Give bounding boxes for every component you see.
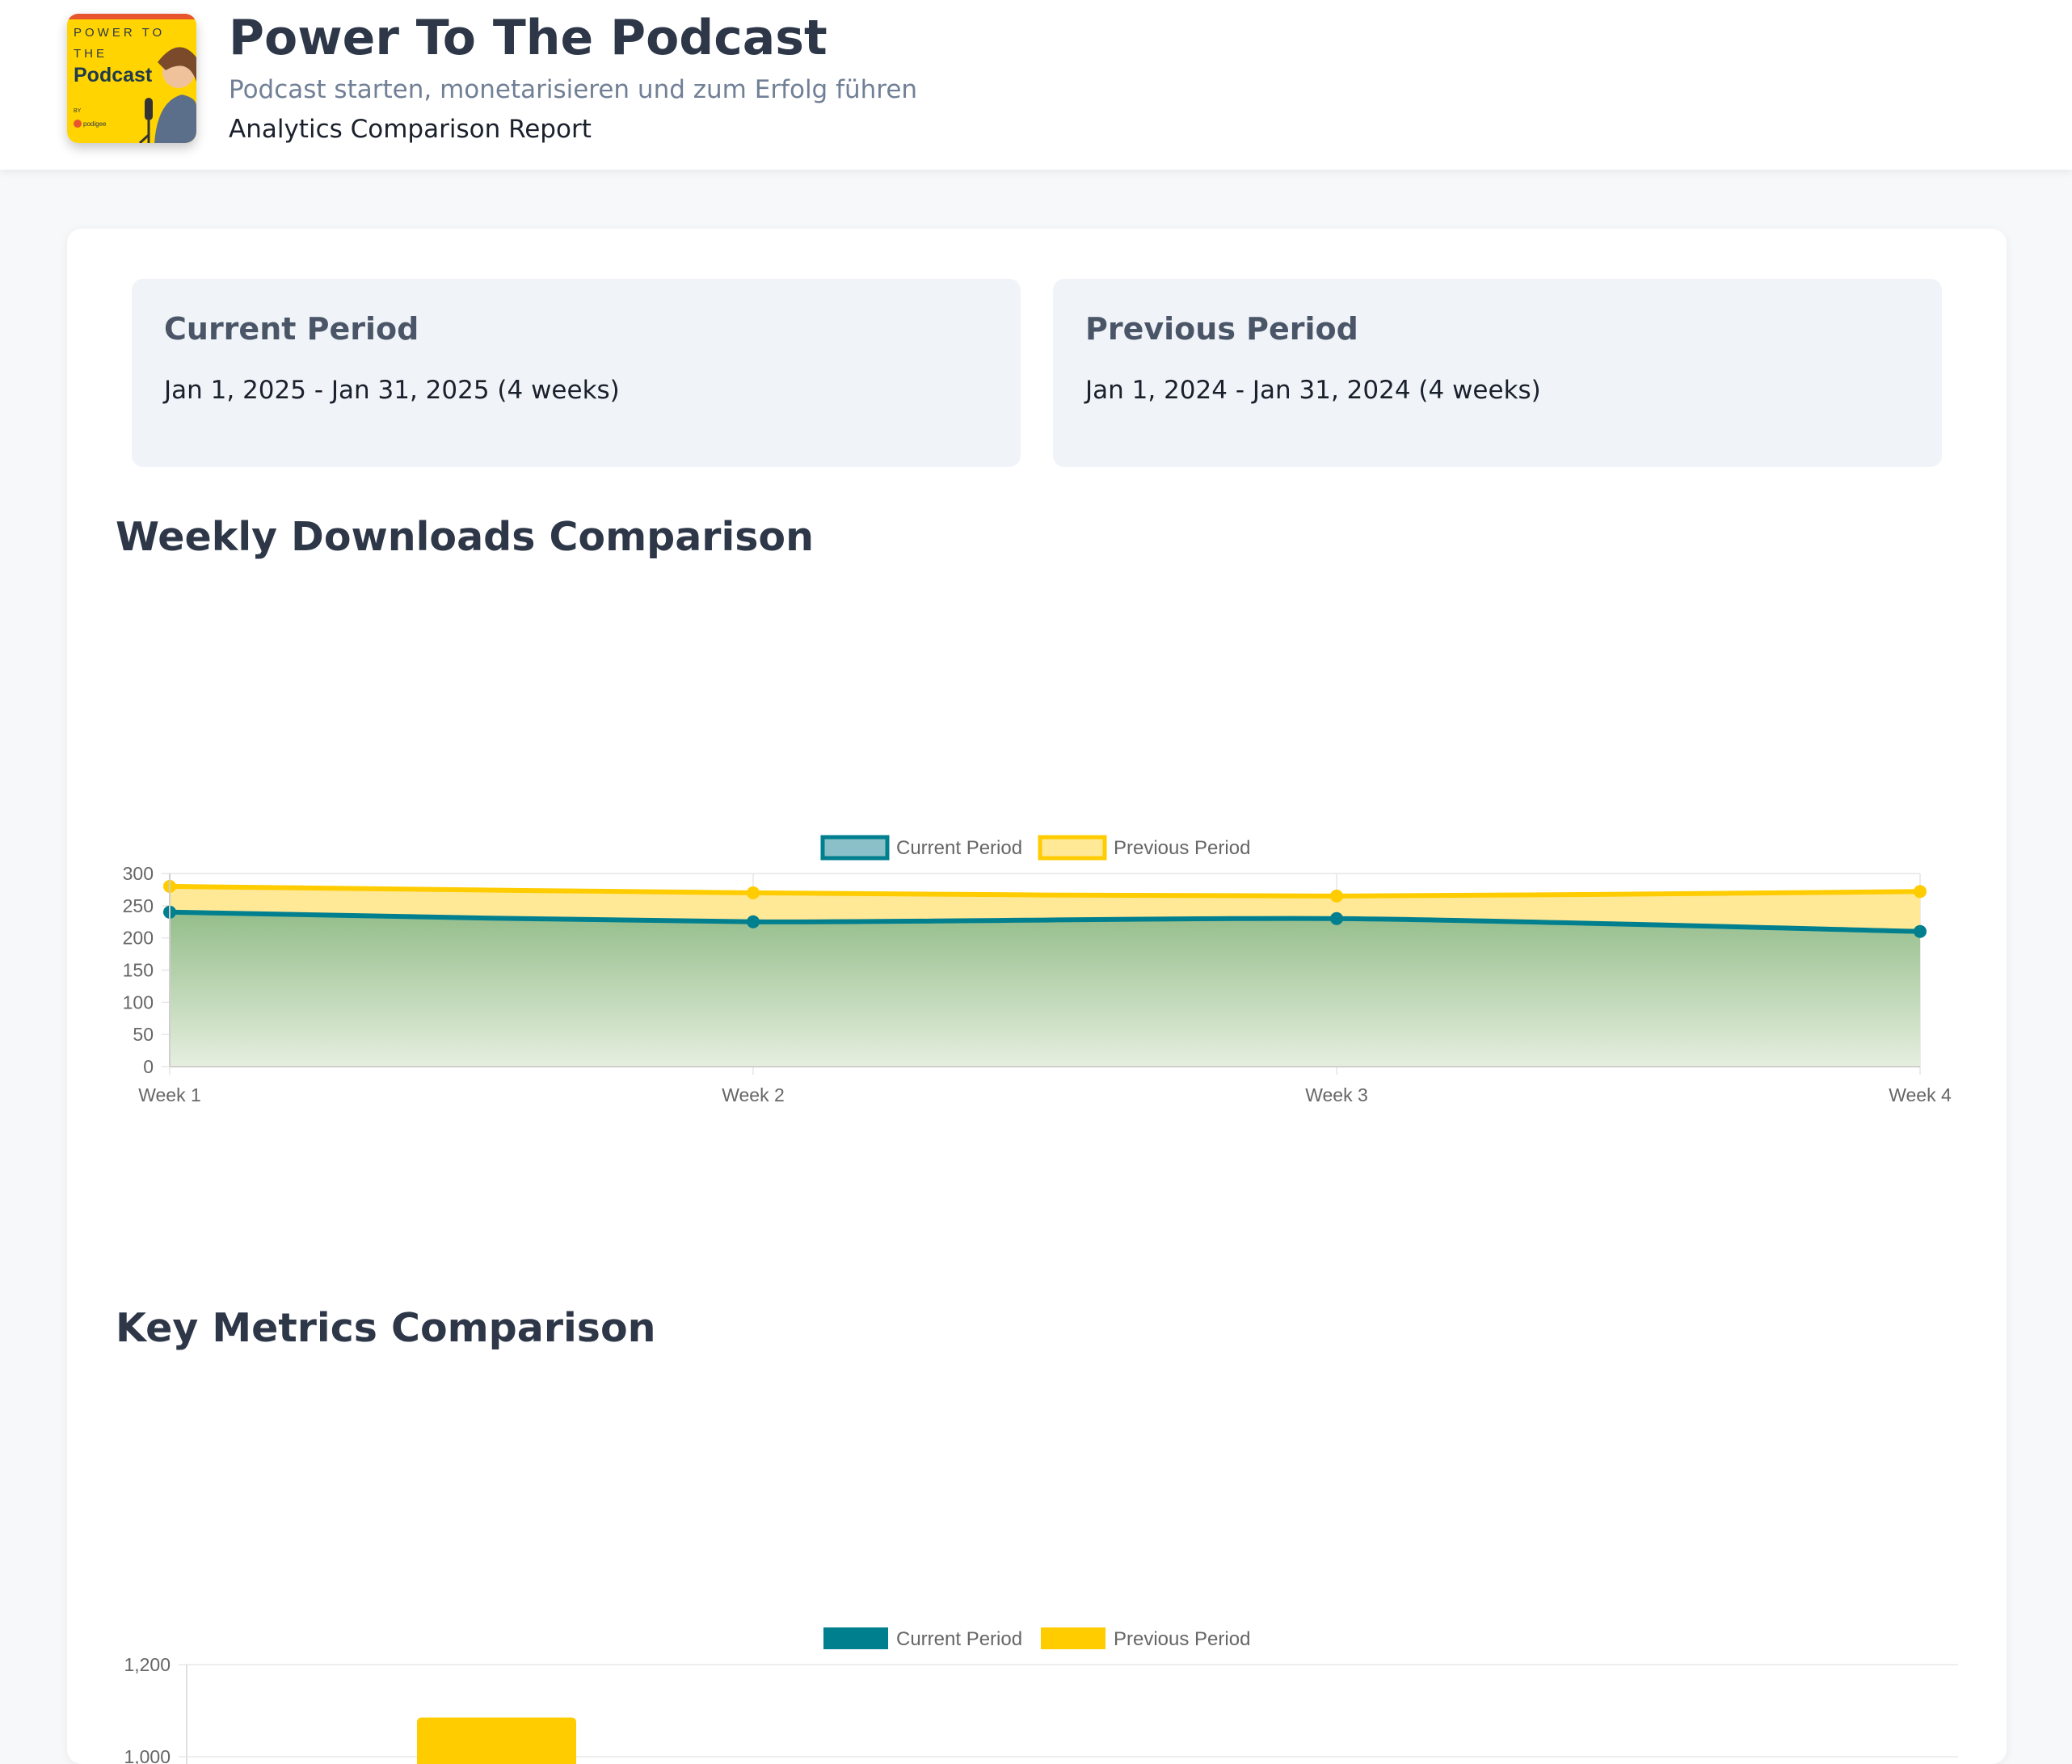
previous-period-title: Previous Period (1085, 311, 1358, 347)
current-period-point[interactable] (747, 915, 760, 928)
bar-legend-label-current[interactable]: Current Period (896, 1628, 1022, 1650)
logo-line2: THE (74, 47, 107, 61)
logo-by: BY (74, 108, 82, 114)
key-metrics-title: Key Metrics Comparison (116, 1305, 656, 1351)
legend-label-previous[interactable]: Previous Period (1114, 837, 1250, 859)
x-tick-label: Week 2 (722, 1084, 785, 1105)
podcast-title: Power To The Podcast (229, 10, 828, 66)
x-tick-label: Week 3 (1305, 1084, 1368, 1105)
previous-period-point[interactable] (1330, 889, 1343, 903)
current-period-range: Jan 1, 2025 - Jan 31, 2025 (4 weeks) (164, 376, 620, 405)
weekly-downloads-chart: Current Period Previous Period 0 50 100 150… (123, 835, 1952, 1105)
current-period-box: Current Period Jan 1, 2025 - Jan 31, 202… (132, 279, 1021, 467)
y-tick-label: 300 (123, 863, 154, 884)
podcast-logo: POWER TO THE Podcast BY podigee (67, 14, 196, 143)
y-tick-label: 100 (123, 991, 154, 1013)
legend-swatch-previous[interactable] (1038, 835, 1107, 861)
report-card: Current Period Jan 1, 2025 - Jan 31, 202… (67, 229, 2007, 1764)
bar-y-tick-label: 1,000 (124, 1746, 171, 1764)
logo-brand: podigee (83, 120, 107, 128)
chart-legend: Current Period Previous Period (820, 835, 1250, 861)
y-tick-label: 0 (143, 1056, 154, 1077)
podcast-subtitle: Podcast starten, monetarisieren und zum … (229, 75, 918, 104)
current-period-point[interactable] (1330, 911, 1343, 925)
previous-period-bar[interactable] (417, 1717, 576, 1764)
weekly-downloads-title: Weekly Downloads Comparison (116, 514, 814, 560)
previous-period-line (169, 883, 1921, 899)
logo-line3: Podcast (74, 64, 153, 86)
bar-legend-label-previous[interactable]: Previous Period (1114, 1628, 1250, 1650)
y-tick-label: 150 (123, 960, 154, 981)
legend-swatch-current[interactable] (820, 835, 890, 861)
previous-period-range: Jan 1, 2024 - Jan 31, 2024 (4 weeks) (1085, 376, 1541, 405)
current-period-title: Current Period (164, 311, 419, 347)
previous-period-point[interactable] (1914, 885, 1927, 899)
y-tick-label: 50 (133, 1024, 154, 1045)
bar-chart-legend: Current Period Previous Period (823, 1627, 1250, 1650)
bar-legend-swatch-current[interactable] (823, 1627, 888, 1649)
legend-label-current[interactable]: Current Period (896, 837, 1022, 859)
logo-line1: POWER TO (74, 26, 165, 40)
x-tick-label: Week 4 (1889, 1084, 1952, 1105)
header: POWER TO THE Podcast BY podigee Power To… (0, 0, 2072, 170)
current-period-line (169, 909, 1921, 934)
previous-period-box: Previous Period Jan 1, 2024 - Jan 31, 20… (1053, 279, 1942, 467)
bar-legend-swatch-previous[interactable] (1041, 1627, 1105, 1649)
y-tick-label: 200 (123, 928, 154, 949)
current-period-point[interactable] (1914, 924, 1927, 938)
previous-period-point[interactable] (747, 886, 760, 899)
y-tick-label: 250 (123, 895, 154, 916)
current-period-area (170, 911, 1920, 1067)
podcast-cover-image: POWER TO THE Podcast BY podigee (67, 14, 196, 143)
bar-y-tick-label: 1,200 (124, 1654, 171, 1675)
x-tick-label: Week 1 (138, 1084, 201, 1105)
key-metrics-chart: Current Period Previous Period 1,000 1,20… (124, 1627, 1958, 1764)
report-label: Analytics Comparison Report (229, 115, 592, 144)
